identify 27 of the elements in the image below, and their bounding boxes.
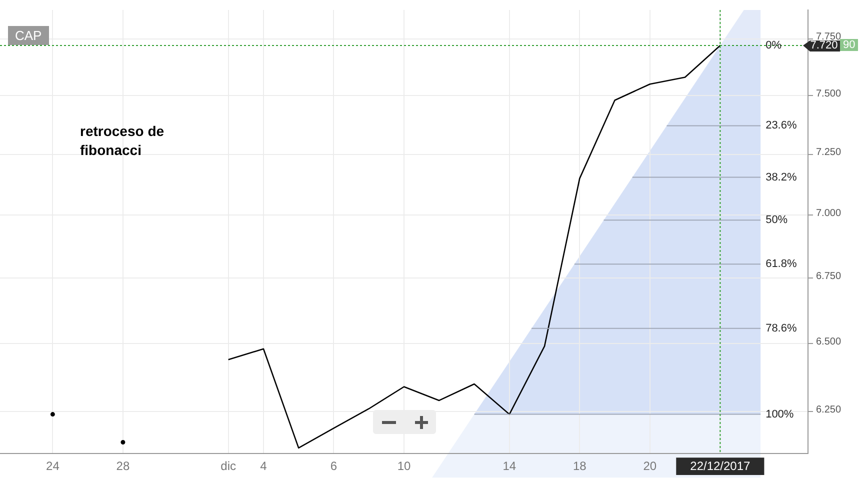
x-tick-label: 10 <box>397 459 411 474</box>
y-tick-label: 6.750 <box>816 270 842 282</box>
y-tick-label: 7.000 <box>816 208 842 219</box>
x-tick-label: 14 <box>502 459 516 474</box>
ref-line-label: 7.720 <box>810 40 838 52</box>
x-tick-label: 22/12/2017 <box>690 459 751 474</box>
annotation: 50% <box>766 214 788 226</box>
x-tick-label: 28 <box>116 459 130 474</box>
annotation: 38.2% <box>766 171 797 184</box>
annotation: 78.6% <box>766 322 797 334</box>
x-tick-label: dic <box>220 459 236 474</box>
x-tick-label: 18 <box>572 459 587 474</box>
y-tick-label: 6.250 <box>816 404 842 416</box>
x-tick-label: 24 <box>46 459 60 474</box>
annotation: 100% <box>766 408 794 420</box>
annotation: 61.8% <box>766 258 797 270</box>
x-tick-label: 4 <box>260 459 268 474</box>
text: 90 <box>840 39 858 51</box>
annotation: retroceso de fibonacci <box>80 122 166 160</box>
annotation: 23.6% <box>766 120 797 132</box>
y-tick-label: 7.250 <box>816 147 842 158</box>
x-tick-label: 20 <box>643 459 657 474</box>
annotation: 0% <box>766 40 782 52</box>
y-tick-label: 6.500 <box>816 336 842 348</box>
y-tick-label: 7.500 <box>816 88 842 100</box>
x-tick-label: 6 <box>330 459 338 474</box>
annotation: CAP <box>8 26 49 45</box>
